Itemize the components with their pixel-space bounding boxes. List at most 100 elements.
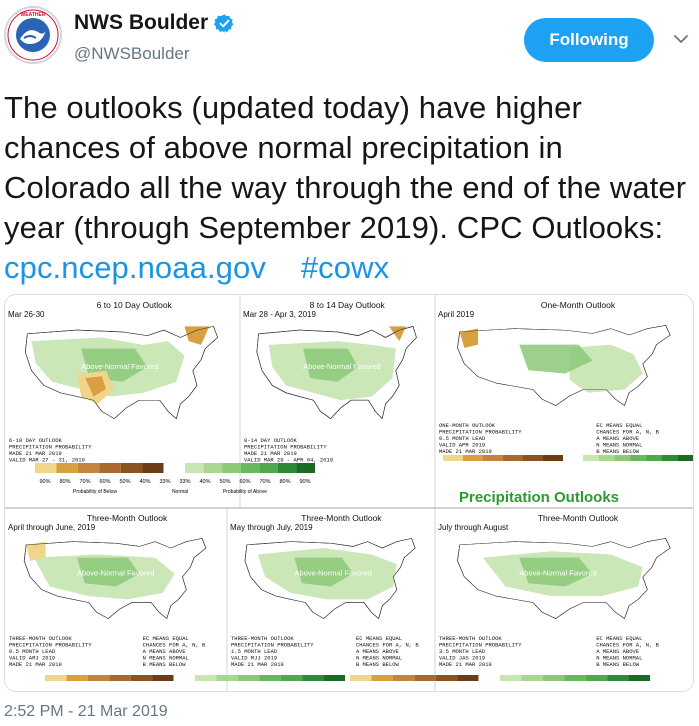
map-title: Three-Month Outlook	[301, 513, 382, 523]
map-legend-line: THREE-MONTH OUTLOOK	[9, 635, 72, 642]
scale-tick: 90%	[39, 479, 50, 485]
scale-swatch-bottom	[323, 675, 345, 681]
scale-swatch-above	[677, 455, 693, 461]
favored-label: Above-Normal Favored	[519, 568, 597, 577]
map-legend-line: 3.5 MONTH LEAD	[439, 648, 486, 655]
nws-logo-avatar[interactable]: WEATHER	[4, 6, 62, 64]
scale-swatch-below	[163, 463, 185, 473]
scale-swatch-above	[645, 455, 662, 461]
scale-tick: 70%	[259, 479, 270, 485]
hashtag-cowx[interactable]: #cowx	[300, 250, 390, 285]
outlook-map-3: One-Month Outlook April 2019 ONE-MONTH OUT…	[438, 300, 671, 455]
map-title: 6 to 10 Day Outlook	[97, 300, 173, 310]
ec-legend-line: N MEANS NORMAL	[596, 442, 642, 449]
map-legend-line: ONE-MONTH OUTLOOK	[439, 422, 496, 429]
scale-caption: Probability of Above	[223, 489, 267, 495]
map-legend-line: VALID APR 2019	[439, 442, 485, 449]
outlook-map-1: 6 to 10 Day Outlook Mar 26-30 Above-Normal…	[8, 300, 218, 463]
ec-legend-line: EC MEANS EQUAL	[596, 635, 642, 642]
scale-swatch-above	[222, 463, 241, 473]
cpc-link[interactable]: cpc.ncep.noaa.gov	[4, 250, 266, 285]
map-legend-line: MADE 21 MAR 2019	[9, 661, 62, 668]
outlook-map-6: Three-Month Outlook July through August Ab…	[438, 513, 671, 668]
scale-swatch-above	[661, 455, 678, 461]
map-legend-line: 0.5 MONTH LEAD	[9, 648, 56, 655]
map-legend-line: 8-14 DAY OUTLOOK	[244, 437, 298, 444]
scale-caption: Normal	[172, 489, 188, 495]
chevron-down-icon[interactable]	[672, 30, 690, 48]
ec-legend-line: B MEANS BELOW	[596, 661, 640, 668]
scale-swatch-bottom	[500, 675, 522, 681]
handle[interactable]: @NWSBoulder	[74, 44, 190, 63]
tweet-body: The outlooks (updated today) have higher…	[4, 90, 687, 245]
scale-swatch-bottom	[607, 675, 629, 681]
scale-swatch-bottom	[259, 675, 281, 681]
nws-seal-icon: WEATHER	[7, 9, 59, 61]
ec-legend-line: A MEANS ABOVE	[143, 648, 187, 655]
display-name[interactable]: NWS Boulder	[74, 11, 209, 34]
scale-tick: 70%	[79, 479, 90, 485]
favored-label: Above-Normal Favored	[294, 568, 372, 577]
scale-tick: 33%	[179, 479, 190, 485]
map-legend-line: PRECIPITATION PROBABILITY	[439, 429, 522, 436]
scale-swatch-below	[543, 455, 563, 461]
map-title: 8 to 14 Day Outlook	[310, 300, 386, 310]
scale-swatch-above	[614, 455, 631, 461]
scale-tick: 50%	[219, 479, 230, 485]
ec-legend-line: N MEANS NORMAL	[143, 655, 189, 662]
following-button[interactable]: Following	[524, 18, 654, 62]
map-legend-line: MADE 21 MAR 2019	[439, 448, 492, 455]
map-title: One-Month Outlook	[541, 300, 616, 310]
scale-swatch-bottom	[216, 675, 238, 681]
favored-label: Above-Normal Favored	[77, 568, 155, 577]
ec-legend-line: EC MEANS EQUAL	[143, 635, 189, 642]
scale-swatch-bottom	[521, 675, 543, 681]
scale-tick: 40%	[139, 479, 150, 485]
scale-swatch-above	[277, 463, 297, 473]
scale-swatch-bottom	[195, 675, 217, 681]
map-legend-line: MADE 21 MAR 2019	[439, 661, 492, 668]
tweet-timestamp[interactable]: 2:52 PM - 21 Mar 2019	[4, 703, 168, 720]
tweet-media-image[interactable]: 6 to 10 Day Outlook Mar 26-30 Above-Normal…	[4, 294, 694, 692]
map-dates: May through July, 2019	[230, 523, 313, 532]
scale-swatch-above	[185, 463, 204, 473]
map-legend-line: THREE-MONTH OUTLOOK	[231, 635, 294, 642]
scale-swatch-above	[296, 463, 315, 473]
scale-swatch-below	[56, 463, 78, 473]
map-legend-line: VALID AMJ 2019	[9, 655, 55, 662]
scale-caption: Probability of Below	[73, 489, 117, 495]
scale-swatch-above	[630, 455, 646, 461]
scale-swatch-bottom	[280, 675, 303, 681]
scale-swatch-above	[259, 463, 278, 473]
scale-swatch-bottom	[435, 675, 458, 681]
ec-legend-line: N MEANS NORMAL	[356, 655, 402, 662]
map-legend-line: MADE 21 MAR 2019	[231, 661, 284, 668]
ec-legend-line: B MEANS BELOW	[143, 661, 187, 668]
map-dates: April 2019	[438, 310, 475, 319]
scale-swatch-bottom	[302, 675, 324, 681]
scale-swatch-below	[120, 463, 143, 473]
scale-swatch-bottom	[542, 675, 565, 681]
scale-swatch-below	[35, 463, 57, 473]
scale-swatch-bottom	[457, 675, 479, 681]
ec-legend-line: A MEANS ABOVE	[596, 648, 640, 655]
map-title: Three-Month Outlook	[538, 513, 619, 523]
ec-legend-line: EC MEANS EQUAL	[596, 422, 642, 429]
map-legend-line: VALID JAS 2019	[439, 655, 485, 662]
ec-legend-line: CHANCES FOR A, N, B	[596, 429, 659, 436]
map-legend-line: PRECIPITATION PROBABILITY	[231, 642, 314, 649]
map-legend-line: 6-10 DAY OUTLOOK	[9, 437, 63, 444]
favored-label: Above-Normal Favored	[81, 362, 159, 371]
scale-tick: 60%	[99, 479, 110, 485]
map-legend-line: PRECIPITATION PROBABILITY	[439, 642, 522, 649]
scale-swatch-bottom	[564, 675, 586, 681]
scale-swatch-above	[598, 455, 615, 461]
map-title: Three-Month Outlook	[87, 513, 168, 523]
favored-label: Above-Normal Favored	[303, 362, 381, 371]
scale-swatch-bottom	[371, 675, 393, 681]
tweet-text: The outlooks (updated today) have higher…	[4, 88, 694, 288]
ec-legend-line: A MEANS ABOVE	[356, 648, 400, 655]
map-legend-line: VALID MAR 29 - APR 04, 2019	[244, 456, 333, 463]
